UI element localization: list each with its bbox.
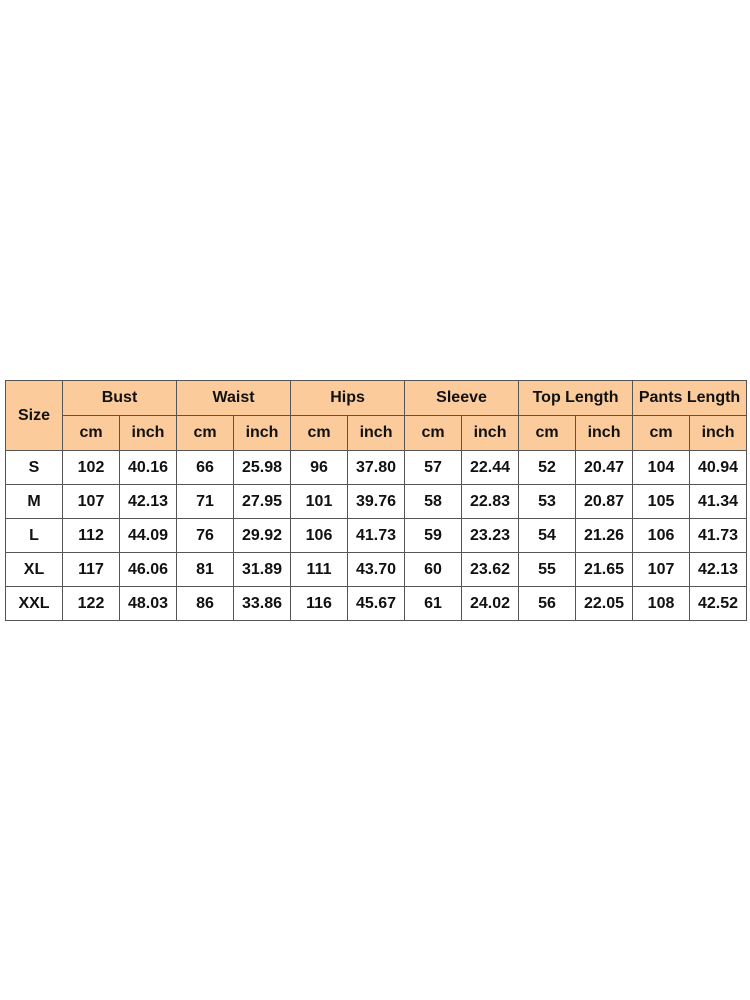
value-cell: 41.73 xyxy=(689,518,748,553)
value-cell: 101 xyxy=(290,484,349,519)
value-cell: 21.26 xyxy=(575,518,634,553)
value-cell: 53 xyxy=(518,484,577,519)
group-header-pants-length: Pants Length xyxy=(632,380,748,416)
value-cell: 42.52 xyxy=(689,586,748,621)
size-cell: XL xyxy=(5,552,63,587)
size-cell: XXL xyxy=(5,586,63,621)
value-cell: 57 xyxy=(404,450,463,485)
value-cell: 61 xyxy=(404,586,463,621)
group-header-waist: Waist xyxy=(175,380,292,416)
value-cell: 71 xyxy=(176,484,234,519)
unit-header-inch: inch xyxy=(575,415,634,451)
value-cell: 76 xyxy=(176,518,234,553)
size-cell: S xyxy=(5,450,63,485)
value-cell: 22.44 xyxy=(461,450,520,485)
unit-header-cm: cm xyxy=(62,415,120,451)
value-cell: 52 xyxy=(518,450,577,485)
value-cell: 104 xyxy=(632,450,691,485)
unit-header-cm: cm xyxy=(176,415,234,451)
value-cell: 111 xyxy=(290,552,349,587)
unit-header-inch: inch xyxy=(119,415,177,451)
header-row-units: cm inch cm inch cm inch cm inch cm inch cm inch xyxy=(6,415,748,451)
unit-header-cm: cm xyxy=(404,415,463,451)
value-cell: 55 xyxy=(518,552,577,587)
value-cell: 25.98 xyxy=(232,450,292,485)
value-cell: 86 xyxy=(176,586,234,621)
size-chart-body: S 102 40.16 66 25.98 96 37.80 57 22.44 52 20.47 104… xyxy=(5,450,748,621)
value-cell: 44.09 xyxy=(119,518,177,553)
value-cell: 66 xyxy=(176,450,234,485)
value-cell: 27.95 xyxy=(232,484,292,519)
value-cell: 29.92 xyxy=(232,518,292,553)
value-cell: 60 xyxy=(404,552,463,587)
unit-header-inch: inch xyxy=(232,415,292,451)
value-cell: 46.06 xyxy=(119,552,177,587)
value-cell: 23.23 xyxy=(461,518,520,553)
group-header-hips: Hips xyxy=(290,380,406,416)
value-cell: 112 xyxy=(62,518,120,553)
value-cell: 56 xyxy=(518,586,577,621)
value-cell: 106 xyxy=(632,518,691,553)
value-cell: 58 xyxy=(404,484,463,519)
value-cell: 24.02 xyxy=(461,586,520,621)
value-cell: 20.47 xyxy=(575,450,634,485)
value-cell: 54 xyxy=(518,518,577,553)
value-cell: 21.65 xyxy=(575,552,634,587)
value-cell: 59 xyxy=(404,518,463,553)
value-cell: 22.05 xyxy=(575,586,634,621)
value-cell: 42.13 xyxy=(119,484,177,519)
value-cell: 102 xyxy=(62,450,120,485)
value-cell: 42.13 xyxy=(689,552,748,587)
size-chart-table: Size Bust Waist Hips Sleeve Top Length Pants … xyxy=(5,380,748,621)
value-cell: 31.89 xyxy=(232,552,292,587)
group-header-bust: Bust xyxy=(62,380,177,416)
table-row: XXL 122 48.03 86 33.86 116 45.67 61 24.02 56 22.05… xyxy=(5,586,748,621)
value-cell: 40.94 xyxy=(689,450,748,485)
size-header: Size xyxy=(5,380,63,451)
value-cell: 41.34 xyxy=(689,484,748,519)
value-cell: 37.80 xyxy=(347,450,406,485)
unit-header-inch: inch xyxy=(347,415,406,451)
value-cell: 81 xyxy=(176,552,234,587)
value-cell: 116 xyxy=(290,586,349,621)
value-cell: 20.87 xyxy=(575,484,634,519)
size-cell: M xyxy=(5,484,63,519)
table-row: L 112 44.09 76 29.92 106 41.73 59 23.23 54 21.26 10… xyxy=(5,518,748,553)
size-cell: L xyxy=(5,518,63,553)
table-row: S 102 40.16 66 25.98 96 37.80 57 22.44 52 20.47 104… xyxy=(5,450,748,485)
value-cell: 96 xyxy=(290,450,349,485)
value-cell: 39.76 xyxy=(347,484,406,519)
value-cell: 107 xyxy=(632,552,691,587)
value-cell: 106 xyxy=(290,518,349,553)
value-cell: 105 xyxy=(632,484,691,519)
value-cell: 22.83 xyxy=(461,484,520,519)
unit-header-inch: inch xyxy=(461,415,520,451)
unit-header-cm: cm xyxy=(632,415,691,451)
value-cell: 48.03 xyxy=(119,586,177,621)
unit-header-inch: inch xyxy=(689,415,748,451)
group-header-sleeve: Sleeve xyxy=(404,380,520,416)
value-cell: 33.86 xyxy=(232,586,292,621)
value-cell: 43.70 xyxy=(347,552,406,587)
value-cell: 117 xyxy=(62,552,120,587)
value-cell: 41.73 xyxy=(347,518,406,553)
value-cell: 108 xyxy=(632,586,691,621)
group-header-top-length: Top Length xyxy=(518,380,634,416)
unit-header-cm: cm xyxy=(518,415,577,451)
value-cell: 40.16 xyxy=(119,450,177,485)
value-cell: 23.62 xyxy=(461,552,520,587)
header-row-groups: Size Bust Waist Hips Sleeve Top Length Pants … xyxy=(5,380,748,451)
unit-header-cm: cm xyxy=(290,415,349,451)
table-row: M 107 42.13 71 27.95 101 39.76 58 22.83 53 20.87 10… xyxy=(5,484,748,519)
table-row: XL 117 46.06 81 31.89 111 43.70 60 23.62 55 21.65 1… xyxy=(5,552,748,587)
value-cell: 122 xyxy=(62,586,120,621)
value-cell: 45.67 xyxy=(347,586,406,621)
value-cell: 107 xyxy=(62,484,120,519)
